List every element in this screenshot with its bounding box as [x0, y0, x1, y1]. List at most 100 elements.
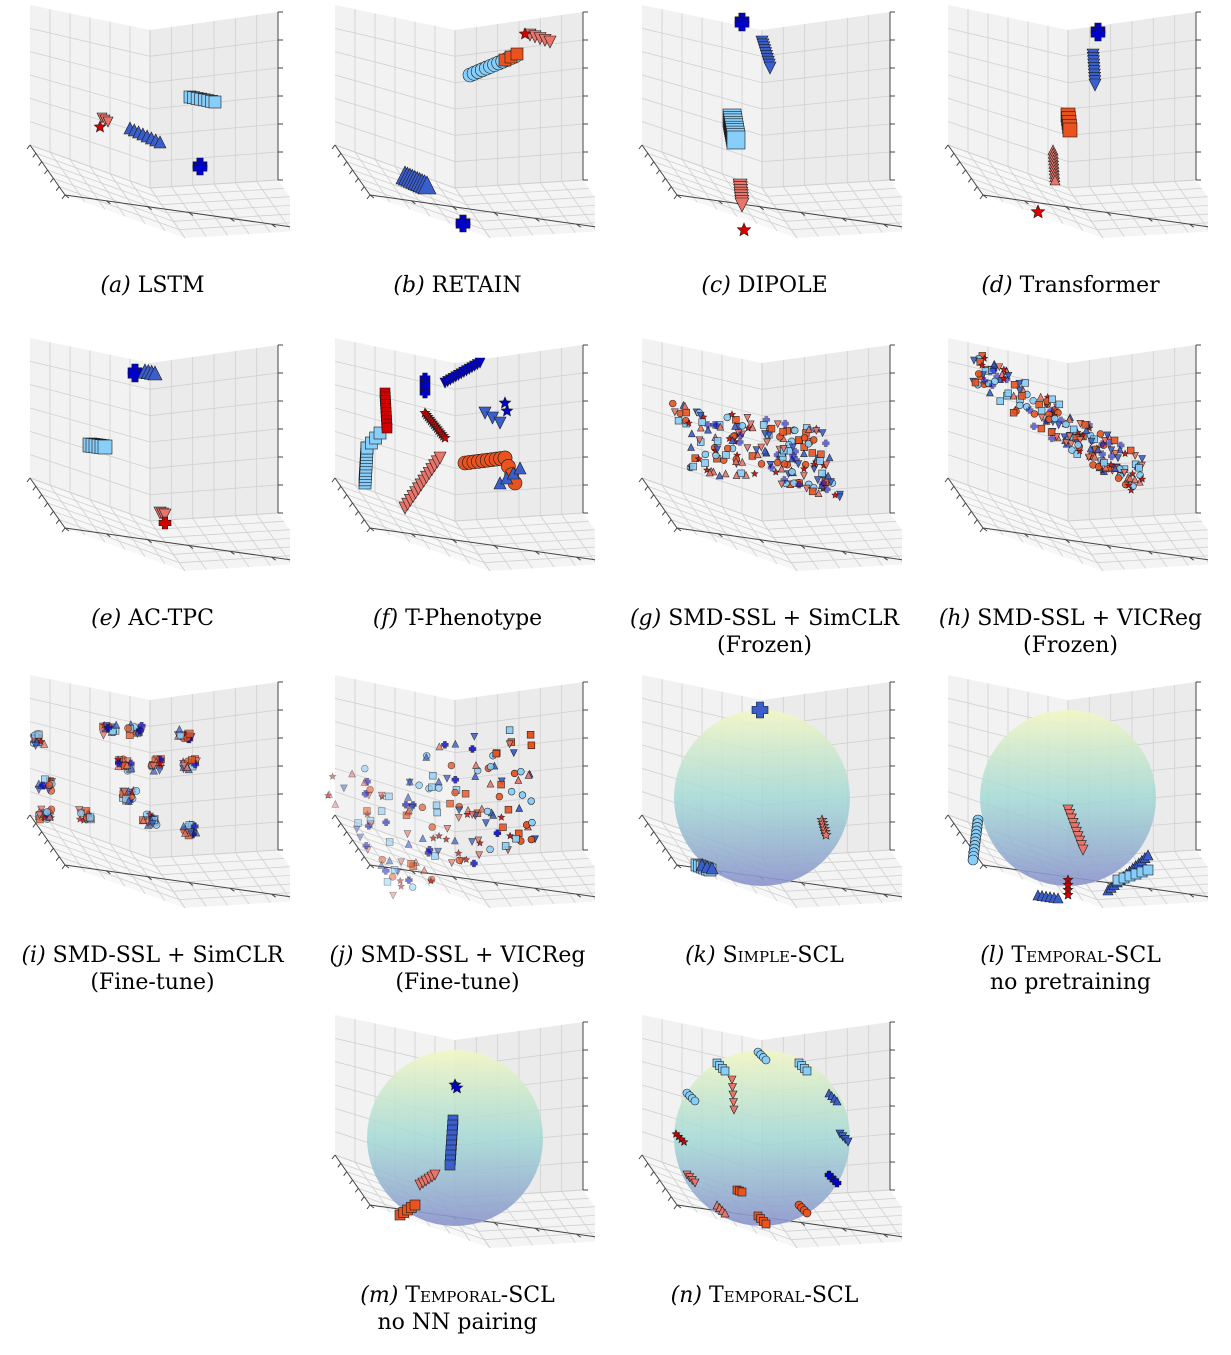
data-point — [736, 431, 745, 440]
data-point — [429, 771, 437, 780]
data-point — [489, 810, 498, 819]
data-point — [1128, 469, 1137, 478]
x-tick — [667, 519, 672, 524]
y-tick — [1024, 533, 1029, 538]
y-tick — [493, 882, 499, 886]
data-point — [1098, 450, 1106, 458]
box-edge — [29, 477, 151, 522]
data-point — [1051, 414, 1059, 423]
data-point — [980, 377, 989, 385]
y-tick — [271, 893, 276, 898]
box-edge — [454, 520, 491, 572]
x-tick — [360, 1196, 365, 1201]
data-point — [687, 442, 695, 451]
caption-line-1: (d) Transformer — [918, 272, 1223, 299]
x-tick — [32, 153, 37, 158]
x-tick — [656, 839, 660, 845]
x-tick — [956, 831, 961, 836]
gridline — [334, 360, 456, 390]
data-point — [689, 462, 697, 471]
gridline — [149, 372, 279, 390]
subplot-i: (i) SMD-SSL + SimCLR (Fine-tune) — [0, 670, 305, 996]
x-tick — [49, 848, 54, 853]
data-point — [443, 825, 452, 833]
x-tick — [349, 169, 353, 175]
data-point — [36, 737, 46, 746]
data-point — [705, 468, 714, 477]
data-point — [474, 836, 483, 845]
data-point — [761, 446, 769, 455]
subplot-caption: (l) Temporal-SCL no pretraining — [918, 942, 1223, 996]
data-point — [771, 467, 780, 476]
x-tick — [331, 814, 336, 820]
data-point — [404, 839, 413, 848]
data-point — [1062, 889, 1074, 900]
caption-letter: (b) — [393, 273, 425, 298]
y-tick — [106, 533, 111, 538]
x-tick — [61, 194, 66, 200]
data-point — [1108, 452, 1116, 461]
data-point — [407, 859, 415, 868]
data-point — [1103, 431, 1112, 440]
gridline — [29, 27, 151, 57]
data-point — [120, 787, 129, 797]
data-point — [788, 443, 797, 452]
scatter-3d-plot — [638, 338, 902, 572]
data-point — [507, 787, 516, 796]
data-point — [186, 828, 196, 837]
data-series — [969, 352, 1147, 494]
data-point — [409, 1199, 421, 1211]
y-tick — [800, 882, 806, 886]
y-tick — [982, 194, 988, 199]
scatter-3d-plot — [331, 5, 595, 239]
box-edge — [1067, 187, 1104, 239]
x-tick — [673, 1204, 678, 1210]
caption-letter: (m) — [360, 1283, 399, 1308]
data-point — [419, 387, 431, 399]
data-point — [444, 1159, 456, 1171]
data-point — [123, 757, 132, 766]
x-tick — [38, 831, 43, 836]
data-point — [428, 783, 436, 791]
data-point — [734, 16, 750, 32]
data-point — [408, 804, 416, 812]
data-point — [429, 1169, 441, 1181]
data-series — [690, 701, 832, 877]
data-point — [723, 444, 732, 453]
box-edge — [947, 477, 1069, 522]
data-point — [757, 443, 766, 452]
data-point — [451, 776, 460, 784]
x-tick — [49, 511, 54, 516]
y-tick — [452, 876, 457, 881]
data-point — [45, 781, 54, 789]
subplot-caption: (n) Temporal-SCL — [612, 1282, 917, 1309]
data-point — [777, 464, 786, 473]
data-point — [434, 847, 442, 856]
data-series — [93, 90, 222, 176]
data-point — [810, 436, 818, 444]
x-tick — [61, 527, 66, 533]
data-point — [455, 806, 464, 815]
data-point — [989, 366, 998, 374]
axes-box — [26, 338, 290, 572]
data-point — [729, 1098, 738, 1108]
data-point — [361, 790, 370, 798]
x-tick — [337, 486, 342, 491]
box-edge — [761, 512, 891, 522]
data-point — [454, 814, 463, 822]
unit-sphere — [674, 1050, 850, 1226]
data-point — [777, 480, 786, 489]
data-point — [812, 427, 821, 435]
x-tick — [650, 494, 655, 499]
y-tick — [369, 194, 375, 199]
data-point — [451, 836, 459, 845]
data-point — [800, 449, 808, 458]
x-tick — [967, 178, 972, 183]
data-point — [986, 388, 994, 397]
data-point — [34, 730, 43, 739]
x-tick — [331, 1154, 336, 1160]
gridline — [977, 519, 1098, 564]
data-point — [1114, 454, 1122, 463]
data-point — [1004, 389, 1012, 398]
data-point — [728, 1090, 738, 1100]
